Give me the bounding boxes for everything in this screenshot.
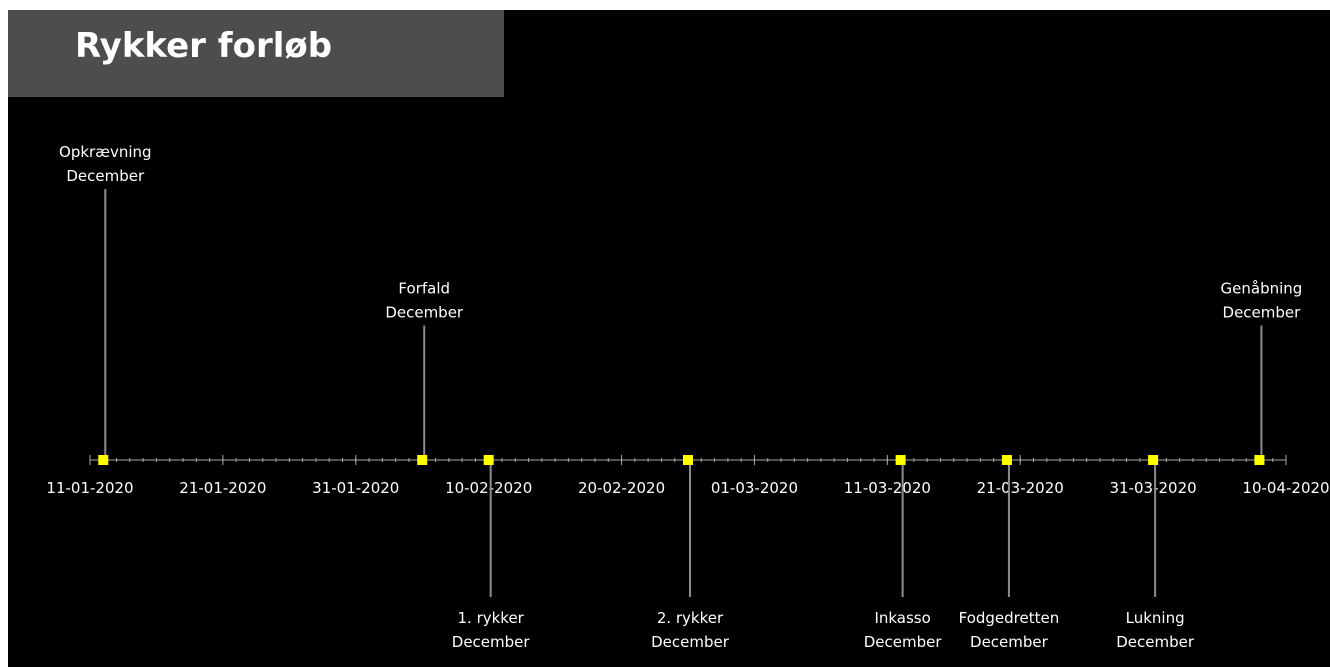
event-label-period: December: [1116, 633, 1195, 651]
event-label-period: December: [452, 633, 531, 651]
event-label-period: December: [970, 633, 1049, 651]
x-axis-tick-label: 10-02-2020: [445, 479, 532, 497]
event-marker: [1148, 455, 1159, 465]
x-axis-tick-label: 31-01-2020: [312, 479, 399, 497]
event-marker: [683, 455, 693, 465]
event-labels: Opkrævning December Forfald December 1. rykk…: [59, 143, 1302, 651]
event-label-period: December: [66, 167, 145, 185]
event-label-name: Forfald: [398, 280, 450, 298]
x-axis-tick-label: 21-03-2020: [977, 479, 1064, 497]
x-axis-tick-label: 11-01-2020: [46, 479, 133, 497]
x-axis-tick-label: 20-02-2020: [578, 479, 665, 497]
event-stems: [104, 189, 1263, 597]
x-axis-tick-label: 31-03-2020: [1110, 479, 1197, 497]
event-label-name: 1. rykker: [457, 609, 524, 627]
x-axis: 11-01-2020 21-01-2020 31-01-2020 10-02-2020…: [46, 455, 1330, 497]
chart-title: Rykker forløb: [75, 26, 333, 66]
x-axis-tick-label: 11-03-2020: [844, 479, 931, 497]
event-marker: [98, 455, 109, 465]
event-marker: [417, 455, 428, 465]
event-label-name: Genåbning: [1221, 280, 1303, 298]
event-label-name: 2. rykker: [657, 609, 724, 627]
event-label-name: Lukning: [1126, 609, 1185, 627]
event-label-period: December: [385, 304, 464, 322]
event-label-period: December: [1223, 304, 1302, 322]
x-axis-tick-label: 10-04-2020: [1242, 479, 1329, 497]
event-marker: [483, 455, 494, 465]
title-box: [8, 10, 504, 97]
event-label-period: December: [651, 633, 730, 651]
x-axis-tick-label: 21-01-2020: [179, 479, 266, 497]
event-marker: [895, 455, 906, 465]
chart-background: [8, 10, 1330, 667]
event-markers: [98, 455, 1265, 465]
event-label-name: Opkrævning: [59, 143, 152, 161]
event-label-name: Inkasso: [874, 609, 930, 627]
x-axis-tick-label: 01-03-2020: [711, 479, 798, 497]
event-marker: [1001, 455, 1012, 465]
event-label-period: December: [864, 633, 943, 651]
event-marker: [1254, 455, 1265, 465]
event-label-name: Fodgedretten: [959, 609, 1060, 627]
